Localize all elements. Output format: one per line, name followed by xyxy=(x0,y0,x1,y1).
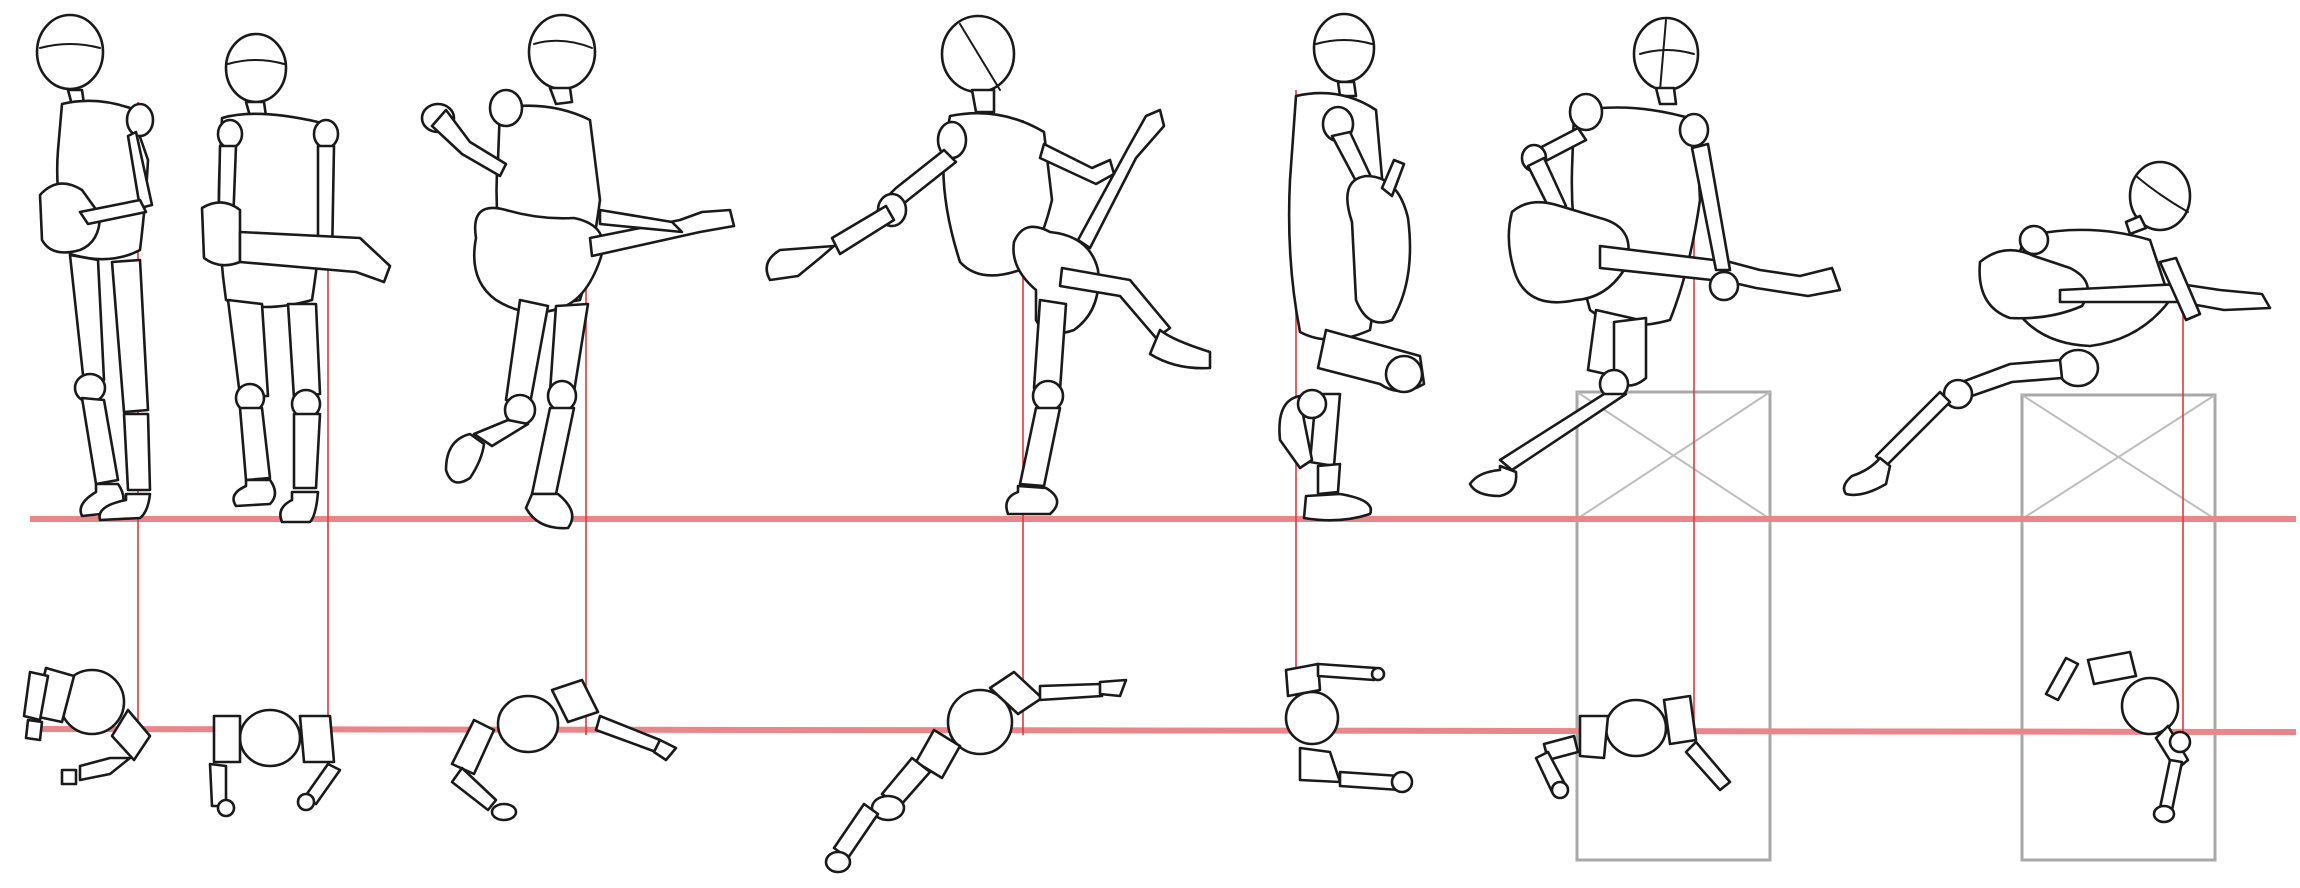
vertical-guides xyxy=(137,90,2184,735)
support-box-2 xyxy=(2020,393,2217,862)
figure-2-side-view xyxy=(200,32,392,524)
figure-7-top-view xyxy=(2044,650,2192,824)
figure-4-side-view xyxy=(765,14,1212,516)
figure-5-top-view xyxy=(1284,662,1414,794)
figure-6-top-view xyxy=(1534,694,1732,800)
figure-4-top-view xyxy=(824,670,1128,874)
figure-7-side-view xyxy=(1842,160,2272,497)
figure-1-top-view xyxy=(22,666,152,786)
figure-3-side-view xyxy=(420,13,736,530)
ground-line-top-view xyxy=(29,726,2297,735)
figure-2-top-view xyxy=(208,708,342,818)
support-box-1 xyxy=(1575,390,1772,862)
figure-5-side-view xyxy=(1278,12,1426,522)
support-box-top-view xyxy=(1575,517,1772,862)
figure-6-side-view xyxy=(1468,16,1842,498)
figure-1-side-view xyxy=(35,13,155,522)
figure-3-top-view xyxy=(450,678,678,822)
support-box-cross-line xyxy=(1576,391,1771,520)
